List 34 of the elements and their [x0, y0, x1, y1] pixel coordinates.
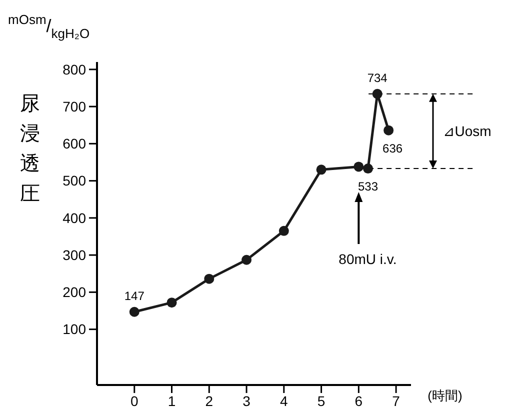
y-tick-label: 100 — [62, 321, 86, 338]
x-tick-label: 5 — [317, 393, 326, 408]
annotation: 80mU i.v. — [338, 251, 397, 267]
data-label: 533 — [358, 180, 378, 194]
data-label: 636 — [382, 141, 403, 156]
data-label: 734 — [367, 70, 388, 85]
data-label: 147 — [124, 288, 145, 303]
y-tick-label: 700 — [62, 98, 86, 114]
y-tick-label: 600 — [62, 136, 86, 152]
y-tick-label: 300 — [62, 246, 86, 263]
point — [354, 162, 364, 172]
point — [129, 306, 140, 317]
x-tick-label: 2 — [205, 393, 214, 408]
x-tick-label: 6 — [354, 393, 363, 408]
y-tick-label: 200 — [62, 284, 86, 300]
point — [242, 254, 252, 265]
x-tick-label: 3 — [242, 393, 251, 408]
x-tick-label: 7 — [392, 393, 400, 408]
point — [316, 164, 326, 175]
text: ⊿Uosm — [443, 123, 492, 140]
point — [204, 274, 214, 284]
point — [166, 298, 177, 308]
y-axis-title: 尿浸透圧 — [20, 93, 40, 205]
point — [384, 125, 394, 136]
x-axis-title: (時間) — [428, 388, 462, 403]
y-tick-label: 400 — [62, 210, 86, 226]
x-tick-label: 1 — [168, 393, 176, 408]
y-tick-label: 800 — [62, 61, 86, 78]
point — [363, 164, 374, 174]
point — [372, 88, 382, 99]
x-tick-label: 0 — [130, 393, 138, 408]
y-tick-label: 500 — [62, 172, 86, 189]
x-tick-label: 4 — [280, 393, 288, 408]
point — [278, 226, 289, 236]
